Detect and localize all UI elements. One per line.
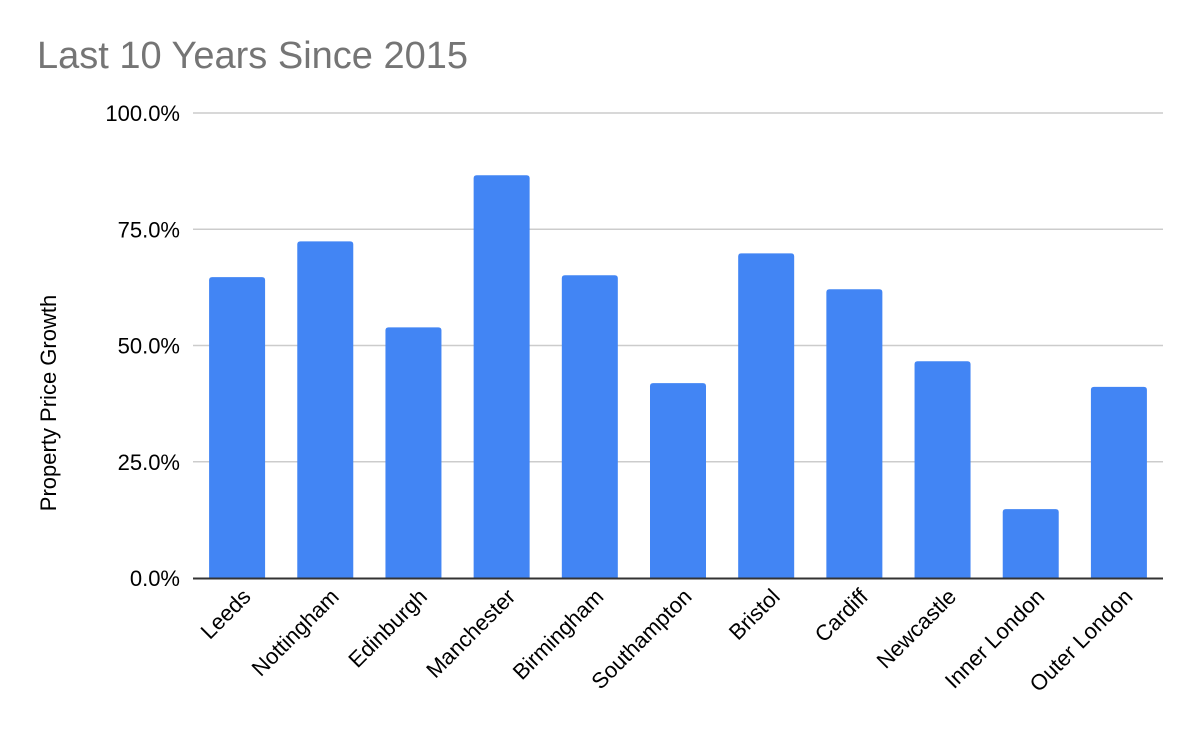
bar-bristol (738, 253, 795, 578)
y-axis-ticks: 0.0% 25.0% 50.0% 75.0% 100.0% (105, 101, 180, 591)
bar-cardiff (826, 289, 883, 578)
x-tick-label: Nottingham (247, 584, 344, 681)
bar-newcastle (914, 361, 971, 578)
y-tick-label: 50.0% (118, 334, 180, 359)
y-tick-label: 0.0% (130, 566, 180, 591)
x-tick-label: Manchester (421, 584, 520, 683)
bar-southampton (650, 383, 706, 578)
chart-title: Last 10 Years Since 2015 (37, 35, 468, 77)
x-tick-label: Bristol (724, 584, 785, 645)
bar-manchester (473, 175, 530, 578)
x-tick-label: Newcastle (872, 584, 961, 673)
bars (209, 175, 1147, 578)
bar-inner-london (1002, 509, 1059, 578)
bar-birmingham (561, 275, 618, 578)
y-axis-label: Property Price Growth (36, 295, 61, 511)
x-tick-label: Leeds (196, 584, 256, 644)
bar-nottingham (297, 241, 354, 578)
y-tick-label: 75.0% (118, 217, 180, 242)
bar-edinburgh (385, 327, 442, 578)
bar-outer-london (1090, 386, 1147, 578)
y-tick-label: 100.0% (105, 101, 180, 126)
y-tick-label: 25.0% (118, 450, 180, 475)
x-tick-label: Edinburgh (343, 584, 432, 673)
bar-leeds (209, 277, 266, 578)
x-tick-label: Cardiff (810, 583, 874, 647)
